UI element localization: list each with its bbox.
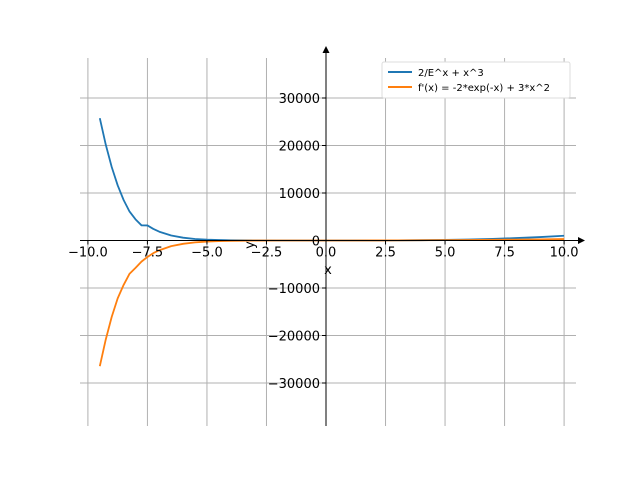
legend-entry-2: f'(x) = -2*exp(-x) + 3*x^2: [418, 83, 550, 94]
x-tick-label: 10.0: [550, 246, 579, 261]
legend-box: [381, 61, 571, 99]
y-tick-label: 30000: [279, 92, 320, 107]
y-tick-label: 10000: [279, 187, 320, 202]
x-tick-label: −2.5: [251, 246, 283, 261]
x-tick-label: 0.0: [316, 246, 337, 261]
y-tick-label: 20000: [279, 140, 320, 155]
ticks: −10.0 −7.5 −5.0 −2.5 0.0 2.5 5.0 7.5 10.0 −30000 −…: [68, 92, 579, 392]
x-axis-label: x: [324, 263, 332, 278]
y-axis-arrow: [322, 46, 330, 53]
legend: 2/E^x + x^3 f'(x) = -2*exp(-x) + 3*x^2: [381, 61, 571, 99]
series-line-1: [98, 117, 565, 242]
x-tick-label: −10.0: [68, 246, 108, 261]
y-tick-label: 0: [312, 235, 320, 250]
x-tick-label: 5.0: [435, 246, 456, 261]
axes: [80, 46, 585, 426]
y-tick-label: −10000: [268, 282, 320, 297]
grid: [80, 58, 576, 426]
y-tick-label: −20000: [268, 330, 320, 345]
x-axis-arrow: [578, 237, 585, 244]
y-axis-label: y: [243, 241, 258, 249]
x-tick-label: −5.0: [191, 246, 223, 261]
x-tick-label: 7.5: [494, 246, 515, 261]
legend-entry-1: 2/E^x + x^3: [418, 68, 484, 79]
y-tick-label: −30000: [268, 377, 320, 392]
x-tick-label: −7.5: [132, 246, 164, 261]
series-layer: [98, 117, 565, 367]
x-tick-label: 2.5: [375, 246, 396, 261]
